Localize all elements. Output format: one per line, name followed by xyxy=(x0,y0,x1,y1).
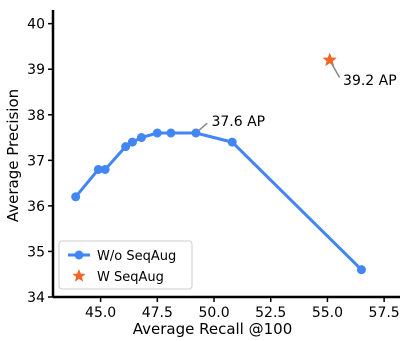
annotation-label: 39.2 AP xyxy=(343,73,397,89)
data-point-without-seqaug xyxy=(121,142,131,152)
x-tick-label: 57.5 xyxy=(369,305,400,321)
x-tick-label: 50.0 xyxy=(198,305,229,321)
y-tick-label: 39 xyxy=(27,62,45,78)
axes-layer: 45.0 47.5 50.0 52.5 55.0 57.5 34 35 36 37 38 39 40 Av… xyxy=(4,10,400,338)
legend-label-with-seqaug: W SeqAug xyxy=(97,270,164,285)
y-tick-label: 40 xyxy=(27,17,45,33)
data-point-without-seqaug xyxy=(152,128,162,138)
x-tick-label: 45.0 xyxy=(85,305,116,321)
legend-box xyxy=(58,240,193,290)
x-axis-title: Average Recall @100 xyxy=(133,320,293,337)
data-point-without-seqaug xyxy=(227,137,237,147)
x-tick-label: 52.5 xyxy=(255,305,286,321)
legend-label-without-seqaug: W/o SeqAug xyxy=(97,249,176,264)
annotation-connector xyxy=(198,122,208,131)
y-tick-label: 37 xyxy=(27,153,45,169)
y-axis-title: Average Precision xyxy=(4,89,22,222)
data-point-without-seqaug xyxy=(93,164,103,174)
data-point-without-seqaug xyxy=(136,133,146,143)
legend-marker-without-seqaug xyxy=(74,250,84,260)
data-point-without-seqaug xyxy=(356,265,366,275)
annotation-connector xyxy=(331,63,341,78)
annotation-label: 37.6 AP xyxy=(211,114,265,130)
data-point-without-seqaug xyxy=(100,164,110,174)
data-point-without-seqaug xyxy=(127,137,137,147)
data-point-with-seqaug xyxy=(322,52,337,67)
y-tick-label: 38 xyxy=(27,108,45,124)
x-tick-label: 47.5 xyxy=(142,305,173,321)
data-point-without-seqaug xyxy=(71,192,81,202)
y-tick-label: 35 xyxy=(27,244,45,260)
series-layer xyxy=(71,52,366,275)
data-point-without-seqaug xyxy=(166,128,176,138)
legend: W/o SeqAug W SeqAug xyxy=(58,240,193,290)
data-point-without-seqaug xyxy=(191,128,201,138)
x-tick-label: 55.0 xyxy=(312,305,343,321)
y-tick-label: 36 xyxy=(27,199,45,215)
annotation-layer: 37.6 AP 39.2 AP xyxy=(198,63,397,131)
legend-marker-with-seqaug xyxy=(72,269,86,282)
y-tick-label: 34 xyxy=(27,290,45,306)
